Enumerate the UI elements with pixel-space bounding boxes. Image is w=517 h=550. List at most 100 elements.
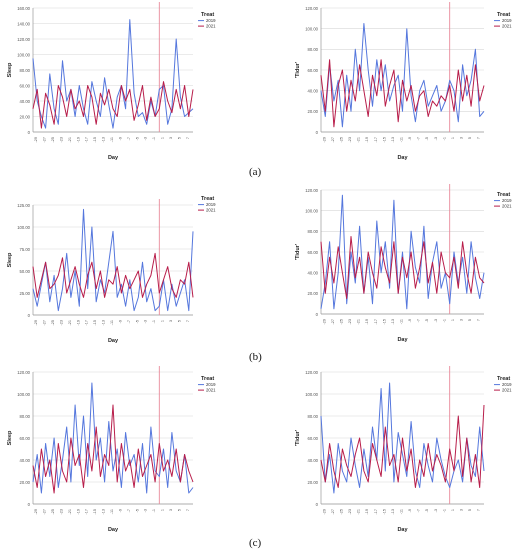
chart-2-xtick-label: 7 [477,137,481,139]
chart-6-xtick-label: -3 [434,509,438,512]
chart-5-xtick-label: -29 [34,509,38,515]
chart-1-legend-label-2019: 2019 [206,18,216,23]
chart-3-xtick-label: -3 [144,320,148,323]
chart-4-xtick-label: -27 [331,319,335,325]
chart-5-xtick-label: -3 [144,509,148,512]
chart-2-y-axis-label: 'Tidur' [295,61,301,78]
chart-2-xtick-label: 3 [460,137,464,139]
chart-1-xtick-label: -29 [34,137,38,143]
chart-5-xtick-label: -15 [93,509,97,515]
chart-4-xtick-label: -29 [322,319,326,325]
chart-4-xtick-label: -7 [417,319,421,322]
chart-5-ytick-label: 40.00 [20,458,31,463]
chart-1-ytick-label: 60.00 [20,83,31,88]
chart-6-series-2019-line [320,382,485,494]
chart-4-y-axis-label: 'Tidur' [295,243,301,260]
chart-3-y-axis-label: Sleep [7,252,13,267]
chart-4-xtick-label: -3 [434,319,438,322]
chart-2-legend-label-2021: 2021 [502,24,512,29]
chart-2-xtick-label: -15 [382,137,386,143]
chart-3-xtick-label: -9 [118,320,122,323]
chart-2-ytick-label: 80.00 [308,47,319,52]
chart-2-xtick-label: -29 [322,137,326,143]
chart-1-xtick-label: -27 [43,137,47,143]
chart-3-xtick-label: -11 [110,320,114,325]
chart-3-xtick-label: 5 [177,320,181,322]
chart-5-ytick-label: 120.00 [17,370,30,375]
chart-1-xtick-label: -3 [144,137,148,140]
chart-5-ytick-label: 80.00 [20,414,31,419]
chart-1-xtick-label: -23 [59,137,63,143]
chart-2-series-2019-line [320,23,485,128]
chart-6-ytick-label: 60.00 [308,436,319,441]
chart-6-xtick-label: 7 [477,509,481,511]
chart-6-xtick-label: -11 [400,509,404,514]
chart-3-xtick-label: -23 [59,320,63,326]
chart-6-series-2021-line [320,404,485,488]
chart-2-xtick-label: -3 [434,137,438,140]
chart-3-xtick-label: -27 [43,320,47,326]
chart-4-xtick-label: 1 [451,319,455,321]
chart-3-ytick-label: 125.00 [17,203,30,208]
chart-1-ytick-label: 80.00 [20,68,31,73]
chart-1-xtick-label: -5 [135,137,139,140]
chart-6-ytick-label: 0 [316,502,319,507]
chart-3-xtick-label: -1 [152,320,156,323]
chart-4-x-axis-label: Day [397,337,408,343]
chart-5-xtick-label: -11 [110,509,114,514]
chart-3-ytick-label: 100.00 [17,225,30,230]
chart-5-xtick-label: -13 [102,509,106,515]
panel-label-c: (c) [249,537,262,549]
chart-6-ytick-label: 120.00 [305,370,318,375]
chart-2-xtick-label: -19 [365,137,369,143]
chart-2-xtick-label: -7 [417,137,421,140]
chart-6-legend-label-2021: 2021 [502,388,512,393]
chart-1-ytick-label: 100.00 [17,52,30,57]
chart-5-ytick-label: 60.00 [20,436,31,441]
chart-6-y-axis-label: 'Tidur' [295,429,301,446]
chart-1-xtick-label: 3 [169,137,173,139]
chart-6-ytick-label: 20.00 [308,480,319,485]
chart-5-xtick-label: -1 [152,509,156,512]
chart-4-ytick-label: 80.00 [308,229,319,234]
chart-6-xtick-label: -7 [417,509,421,512]
chart-2-ytick-label: 120.00 [305,6,318,11]
chart-5-xtick-label: -23 [59,509,63,515]
chart-1-xtick-label: -7 [127,137,131,140]
chart-3-xtick-label: -19 [76,320,80,326]
chart-2-xtick-label: -5 [425,137,429,140]
chart-2-ytick-label: 0 [316,130,319,135]
chart-3-xtick-label: -5 [135,320,139,323]
chart-6-xtick-label: -25 [339,509,343,515]
chart-4-xtick-label: -17 [374,319,378,325]
chart-1-xtick-label: -25 [51,137,55,143]
chart-4-xtick-label: -21 [357,319,361,325]
chart-6-xtick-label: -1 [442,509,446,512]
chart-4-ytick-label: 60.00 [308,250,319,255]
chart-2-xtick-label: -11 [400,137,404,142]
chart-2-xtick-label: -23 [348,137,352,143]
chart-5-xtick-label: -7 [127,509,131,512]
chart-4-xtick-label: 7 [477,319,481,321]
chart-4-ytick-label: 20.00 [308,291,319,296]
chart-4-series-2021-line [320,236,485,299]
chart-1-xtick-label: 5 [177,137,181,139]
chart-5-legend-title: Treat [201,376,214,382]
chart-5-legend-label-2021: 2021 [206,388,216,393]
chart-6-xtick-label: -13 [391,509,395,515]
chart-5-ytick-label: 0 [28,502,31,507]
chart-4-ytick-label: 40.00 [308,270,319,275]
chart-2-legend-label-2019: 2019 [502,18,512,23]
chart-3-xtick-label: -7 [127,320,131,323]
chart-5-xtick-label: 3 [169,509,173,511]
chart-6-xtick-label: -21 [357,509,361,515]
chart-3-xtick-label: -13 [102,320,106,326]
chart-2-xtick-label: -17 [374,137,378,143]
chart-6-xtick-label: 1 [451,509,455,511]
chart-3-ytick-label: 25.00 [20,291,31,296]
chart-4-xtick-label: -9 [408,319,412,322]
chart-1-xtick-label: -19 [76,137,80,143]
chart-6-xtick-label: 3 [460,509,464,511]
chart-5-x-axis-label: Day [108,527,119,533]
